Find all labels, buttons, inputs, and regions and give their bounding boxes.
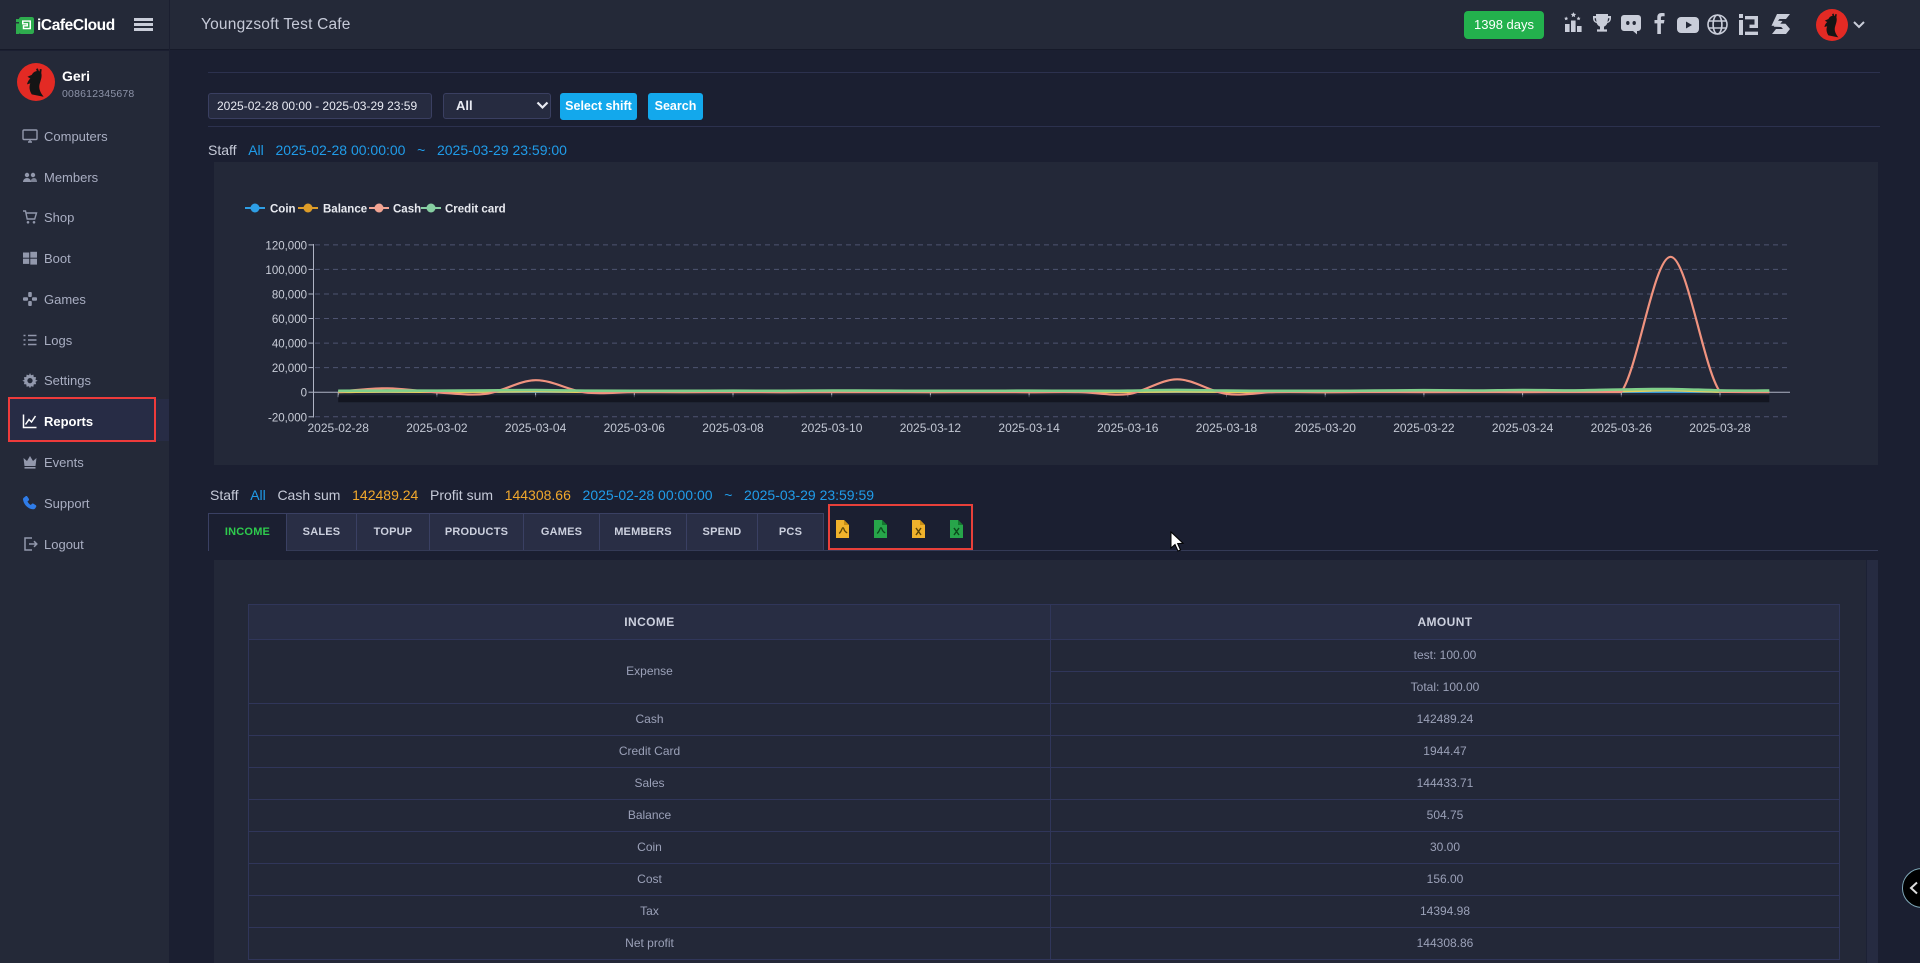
svg-text:Credit card: Credit card xyxy=(445,204,506,216)
svg-text:20,000: 20,000 xyxy=(272,363,307,375)
svg-text:-20,000: -20,000 xyxy=(268,412,307,424)
svg-text:40,000: 40,000 xyxy=(272,339,307,351)
svg-text:2025-03-04: 2025-03-04 xyxy=(505,421,567,435)
svg-text:60,000: 60,000 xyxy=(272,314,307,326)
svg-text:2025-03-08: 2025-03-08 xyxy=(702,421,764,435)
svg-text:2025-03-24: 2025-03-24 xyxy=(1492,421,1554,435)
svg-text:2025-02-28: 2025-02-28 xyxy=(308,421,370,435)
svg-text:120,000: 120,000 xyxy=(265,240,307,252)
svg-text:2025-03-18: 2025-03-18 xyxy=(1196,421,1258,435)
svg-text:2025-03-22: 2025-03-22 xyxy=(1393,421,1455,435)
svg-text:Balance: Balance xyxy=(323,204,367,216)
svg-text:2025-03-10: 2025-03-10 xyxy=(801,421,863,435)
svg-text:2025-03-28: 2025-03-28 xyxy=(1689,421,1751,435)
svg-text:2025-03-16: 2025-03-16 xyxy=(1097,421,1159,435)
svg-text:Cash: Cash xyxy=(393,204,421,216)
svg-text:2025-03-14: 2025-03-14 xyxy=(998,421,1060,435)
svg-text:0: 0 xyxy=(301,388,307,400)
svg-text:2025-03-26: 2025-03-26 xyxy=(1591,421,1653,435)
svg-text:Coin: Coin xyxy=(270,204,296,216)
svg-text:2025-03-12: 2025-03-12 xyxy=(900,421,962,435)
svg-text:80,000: 80,000 xyxy=(272,290,307,302)
svg-text:2025-03-06: 2025-03-06 xyxy=(604,421,666,435)
svg-text:2025-03-20: 2025-03-20 xyxy=(1295,421,1357,435)
svg-text:100,000: 100,000 xyxy=(265,265,307,277)
svg-text:2025-03-02: 2025-03-02 xyxy=(406,421,468,435)
